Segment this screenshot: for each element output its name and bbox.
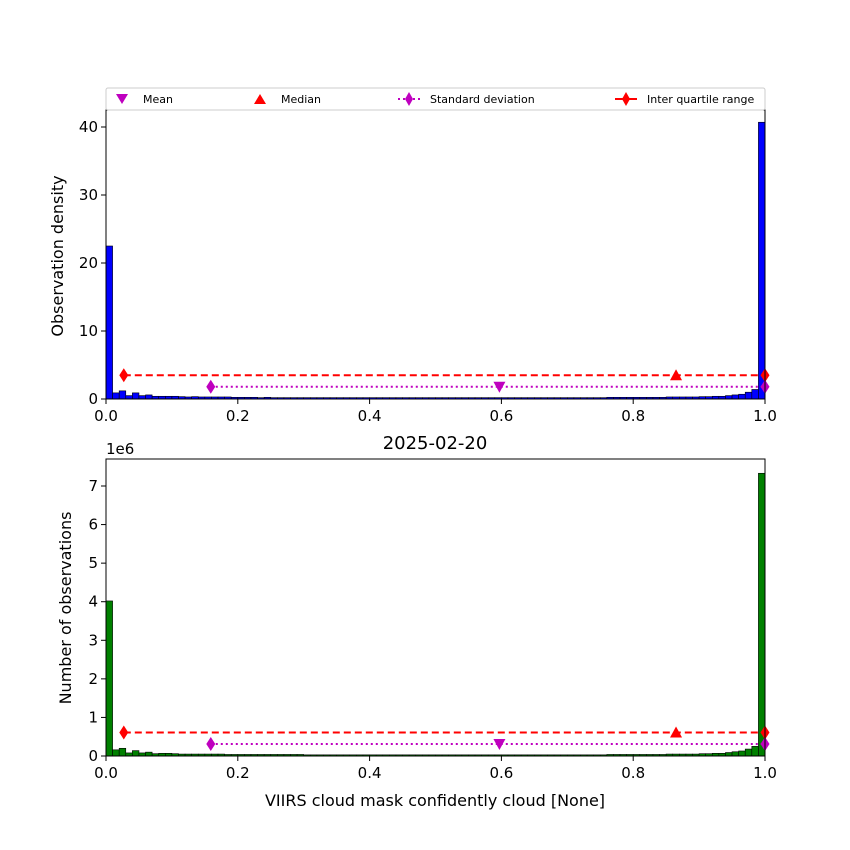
y-offset-label: 1e6 <box>106 440 134 458</box>
density-bar <box>145 394 153 400</box>
count-iqr-marker <box>119 725 129 740</box>
density-x-ticks: 0.0 0.2 0.4 0.6 0.8 1.0 <box>94 399 777 425</box>
count-y-tick-label: 3 <box>88 631 98 649</box>
density-median-marker <box>670 369 683 381</box>
density-y-ticks: 0 10 20 30 40 <box>79 118 106 408</box>
count-y-tick-label: 2 <box>88 670 98 688</box>
density-std-dev-marker <box>206 379 216 394</box>
legend-item-iqr: Inter quartile range <box>615 92 754 106</box>
count-bar <box>731 751 739 757</box>
density-x-tick-label: 0.2 <box>226 407 250 425</box>
density-bar <box>132 392 140 400</box>
count-bar <box>132 750 140 757</box>
count-x-tick-label: 0.0 <box>94 764 118 782</box>
density-bar <box>744 391 753 400</box>
density-bar <box>112 392 120 400</box>
count-x-ticks: 0.0 0.2 0.4 0.6 0.8 1.0 <box>94 756 777 782</box>
density-x-tick-label: 0.8 <box>621 407 645 425</box>
density-bar <box>738 393 746 400</box>
density-mean-marker <box>493 381 506 393</box>
x-axis-label: VIIRS cloud mask confidently cloud [None… <box>265 791 605 810</box>
count-bar <box>118 747 127 757</box>
density-y-tick-label: 20 <box>79 254 98 272</box>
density-bar <box>125 395 133 400</box>
count-x-tick-label: 0.4 <box>358 764 382 782</box>
count-y-tick-label: 5 <box>88 554 98 572</box>
legend-label-std-dev: Standard deviation <box>430 93 535 106</box>
count-bar <box>758 472 766 757</box>
legend-label-iqr: Inter quartile range <box>647 93 754 106</box>
density-bar <box>138 395 146 400</box>
density-x-tick-label: 0.6 <box>489 407 513 425</box>
density-x-tick-label: 1.0 <box>753 407 777 425</box>
count-bar <box>738 750 746 757</box>
density-x-tick-label: 0.0 <box>94 407 118 425</box>
density-bar <box>731 394 739 400</box>
legend-item-std-dev: Standard deviation <box>398 92 535 106</box>
count-std-dev-marker <box>206 737 216 752</box>
density-y-tick-label: 10 <box>79 322 98 340</box>
count-y-axis-label: Number of observations <box>56 512 75 705</box>
count-y-ticks: 0 1 2 3 4 5 6 7 <box>88 477 106 765</box>
legend-box <box>105 87 766 111</box>
count-bar <box>112 749 120 757</box>
count-stat-markers <box>119 725 770 752</box>
count-mean-marker <box>493 739 506 751</box>
count-histogram-panel: 2025-02-20 0.0 0.2 0.4 0.6 0.8 1.0 0 1 2 3 4 5 6 7 1… <box>56 433 777 810</box>
chart-title: 2025-02-20 <box>383 433 488 454</box>
density-bar <box>118 390 127 400</box>
density-y-tick-label: 40 <box>79 118 98 136</box>
count-bar <box>725 752 733 757</box>
density-plot-frame <box>105 109 766 400</box>
count-y-tick-label: 7 <box>88 477 98 495</box>
legend-item-median: Median <box>254 93 321 106</box>
legend-label-mean: Mean <box>143 93 173 106</box>
density-iqr-marker <box>119 368 129 383</box>
density-bar <box>751 389 759 400</box>
count-bar <box>751 746 759 757</box>
density-bar <box>725 395 733 400</box>
count-y-tick-label: 4 <box>88 593 98 611</box>
iqr-diamond-icon <box>622 92 630 106</box>
density-bar <box>105 245 113 400</box>
count-bars <box>105 472 766 757</box>
count-median-marker <box>670 726 683 738</box>
legend-label-median: Median <box>281 93 321 106</box>
legend-item-mean: Mean <box>116 93 173 106</box>
median-marker-icon <box>254 94 266 104</box>
density-histogram-panel: 0.0 0.2 0.4 0.6 0.8 1.0 0 10 20 30 40 Observation… <box>48 109 777 425</box>
density-y-tick-label: 30 <box>79 186 98 204</box>
count-x-tick-label: 0.6 <box>489 764 513 782</box>
count-bar <box>744 748 753 757</box>
count-plot-frame <box>105 458 766 757</box>
density-y-tick-label: 0 <box>88 390 98 408</box>
count-y-tick-label: 6 <box>88 516 98 534</box>
count-x-tick-label: 0.2 <box>226 764 250 782</box>
legend: Mean Median Standard deviation Inter qua… <box>105 87 766 111</box>
density-y-axis-label: Observation density <box>48 175 67 336</box>
density-bar <box>758 121 766 400</box>
count-x-tick-label: 1.0 <box>753 764 777 782</box>
density-bars <box>105 121 766 400</box>
density-x-tick-label: 0.4 <box>358 407 382 425</box>
count-bar <box>105 600 113 757</box>
count-bar <box>145 751 153 757</box>
std-dev-diamond-icon <box>405 92 413 106</box>
count-y-tick-label: 1 <box>88 708 98 726</box>
mean-marker-icon <box>116 94 128 104</box>
density-stat-markers <box>119 368 770 394</box>
count-y-tick-label: 0 <box>88 747 98 765</box>
count-x-tick-label: 0.8 <box>621 764 645 782</box>
